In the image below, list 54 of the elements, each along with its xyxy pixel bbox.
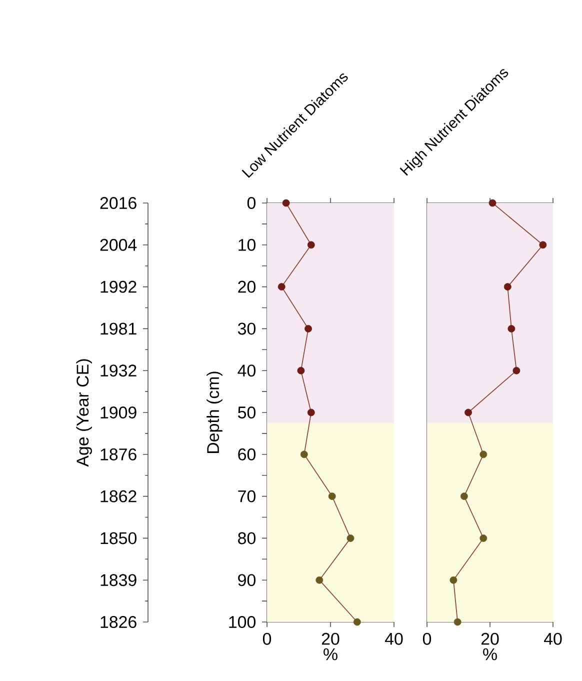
point <box>512 366 520 374</box>
category-label: 1981 <box>100 322 136 335</box>
y-tick-label: 60 <box>238 448 256 460</box>
point <box>460 492 468 500</box>
point <box>464 408 472 416</box>
category-label: 1992 <box>100 280 136 293</box>
y-tick-label: 100 <box>229 616 256 628</box>
y-tick-label: 30 <box>238 322 256 335</box>
x-axis-title: % <box>483 648 497 660</box>
point <box>480 534 488 542</box>
point <box>480 450 488 458</box>
y-tick-label: 40 <box>238 364 256 377</box>
y-tick-label: 20 <box>238 280 256 293</box>
category-label: 1862 <box>100 490 136 502</box>
x-tick-label: 20 <box>322 632 340 645</box>
point <box>454 618 462 626</box>
point <box>297 366 305 374</box>
point <box>450 576 458 584</box>
point <box>307 241 315 249</box>
x-tick-label: 20 <box>481 632 499 645</box>
x-axis-title: % <box>324 648 338 660</box>
y-tick-label: 50 <box>238 406 256 419</box>
point <box>278 283 286 290</box>
category-label: 2016 <box>100 197 136 209</box>
x-tick-label: 0 <box>422 632 432 645</box>
y-tick-label: 80 <box>238 532 256 544</box>
point <box>304 325 312 332</box>
category-label: 1876 <box>100 448 136 460</box>
point <box>307 408 315 416</box>
y2-axis-title: Age (Year CE) <box>76 359 92 467</box>
point <box>300 450 308 458</box>
category-label: 1932 <box>100 364 136 377</box>
x-tick-label: 0 <box>262 632 272 645</box>
category-label: 2004 <box>100 238 137 251</box>
y-tick-label: 90 <box>238 574 256 586</box>
point <box>508 325 516 332</box>
point <box>539 241 547 249</box>
point <box>504 283 512 290</box>
point <box>282 199 290 207</box>
point <box>328 492 336 500</box>
y-tick-label: 0 <box>247 197 256 210</box>
point <box>488 199 496 207</box>
category-label: 1826 <box>100 616 136 628</box>
point <box>316 576 324 584</box>
point <box>346 534 354 542</box>
x-tick-label: 40 <box>544 632 562 645</box>
point <box>353 618 361 626</box>
y-axis-title: Depth (cm) <box>206 372 222 453</box>
x-tick-label: 40 <box>384 632 403 645</box>
y-tick-label: 70 <box>238 490 256 502</box>
y-tick-label: 10 <box>238 238 256 251</box>
category-label: 1850 <box>100 532 136 544</box>
category-label: 1909 <box>100 406 136 419</box>
category-label: 1839 <box>100 574 136 586</box>
